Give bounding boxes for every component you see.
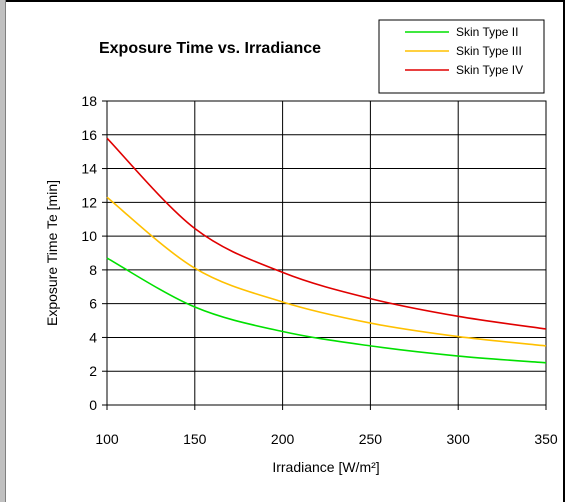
y-tick-label: 8 bbox=[89, 262, 97, 278]
x-axis-label: Irradiance [W/m²] bbox=[272, 459, 379, 475]
legend: Skin Type II Skin Type III Skin Type IV bbox=[378, 19, 545, 94]
x-tick-label: 250 bbox=[359, 431, 383, 447]
legend-entry-skin-type-iii: Skin Type III bbox=[456, 44, 522, 58]
legend-entry-skin-type-iv: Skin Type IV bbox=[456, 63, 523, 77]
chart-title: Exposure Time vs. Irradiance bbox=[98, 40, 322, 57]
y-tick-label: 18 bbox=[81, 93, 97, 109]
x-tick-label: 300 bbox=[447, 431, 471, 447]
x-tick-label: 100 bbox=[95, 431, 119, 447]
series-line-skin-type-iv bbox=[106, 137, 547, 330]
y-axis-label: Exposure Time Te [min] bbox=[44, 180, 60, 326]
y-tick-label: 12 bbox=[81, 194, 97, 210]
axis-ticks: 0 2 4 6 8 10 12 14 16 18 100 150 200 250 300 350 bbox=[81, 93, 557, 447]
y-tick-label: 0 bbox=[89, 397, 97, 413]
x-tick-label: 200 bbox=[271, 431, 295, 447]
grid-lines bbox=[107, 101, 546, 405]
series-line-skin-type-ii bbox=[106, 257, 547, 364]
plot-area-border bbox=[106, 100, 547, 406]
frame-top-border bbox=[6, 0, 564, 2]
series-line-skin-type-iii bbox=[106, 196, 547, 347]
y-tick-label: 14 bbox=[81, 161, 97, 177]
legend-entry-skin-type-ii: Skin Type II bbox=[456, 25, 518, 39]
window-left-edge bbox=[0, 0, 6, 502]
series-lines bbox=[106, 137, 547, 364]
y-tick-label: 4 bbox=[89, 329, 97, 345]
y-tick-label: 6 bbox=[89, 296, 97, 312]
y-tick-label: 2 bbox=[89, 363, 97, 379]
y-tick-label: 16 bbox=[81, 127, 97, 143]
x-tick-label: 150 bbox=[183, 431, 207, 447]
x-tick-label: 350 bbox=[534, 431, 558, 447]
frame-right-border bbox=[563, 0, 565, 502]
y-tick-label: 10 bbox=[81, 228, 97, 244]
